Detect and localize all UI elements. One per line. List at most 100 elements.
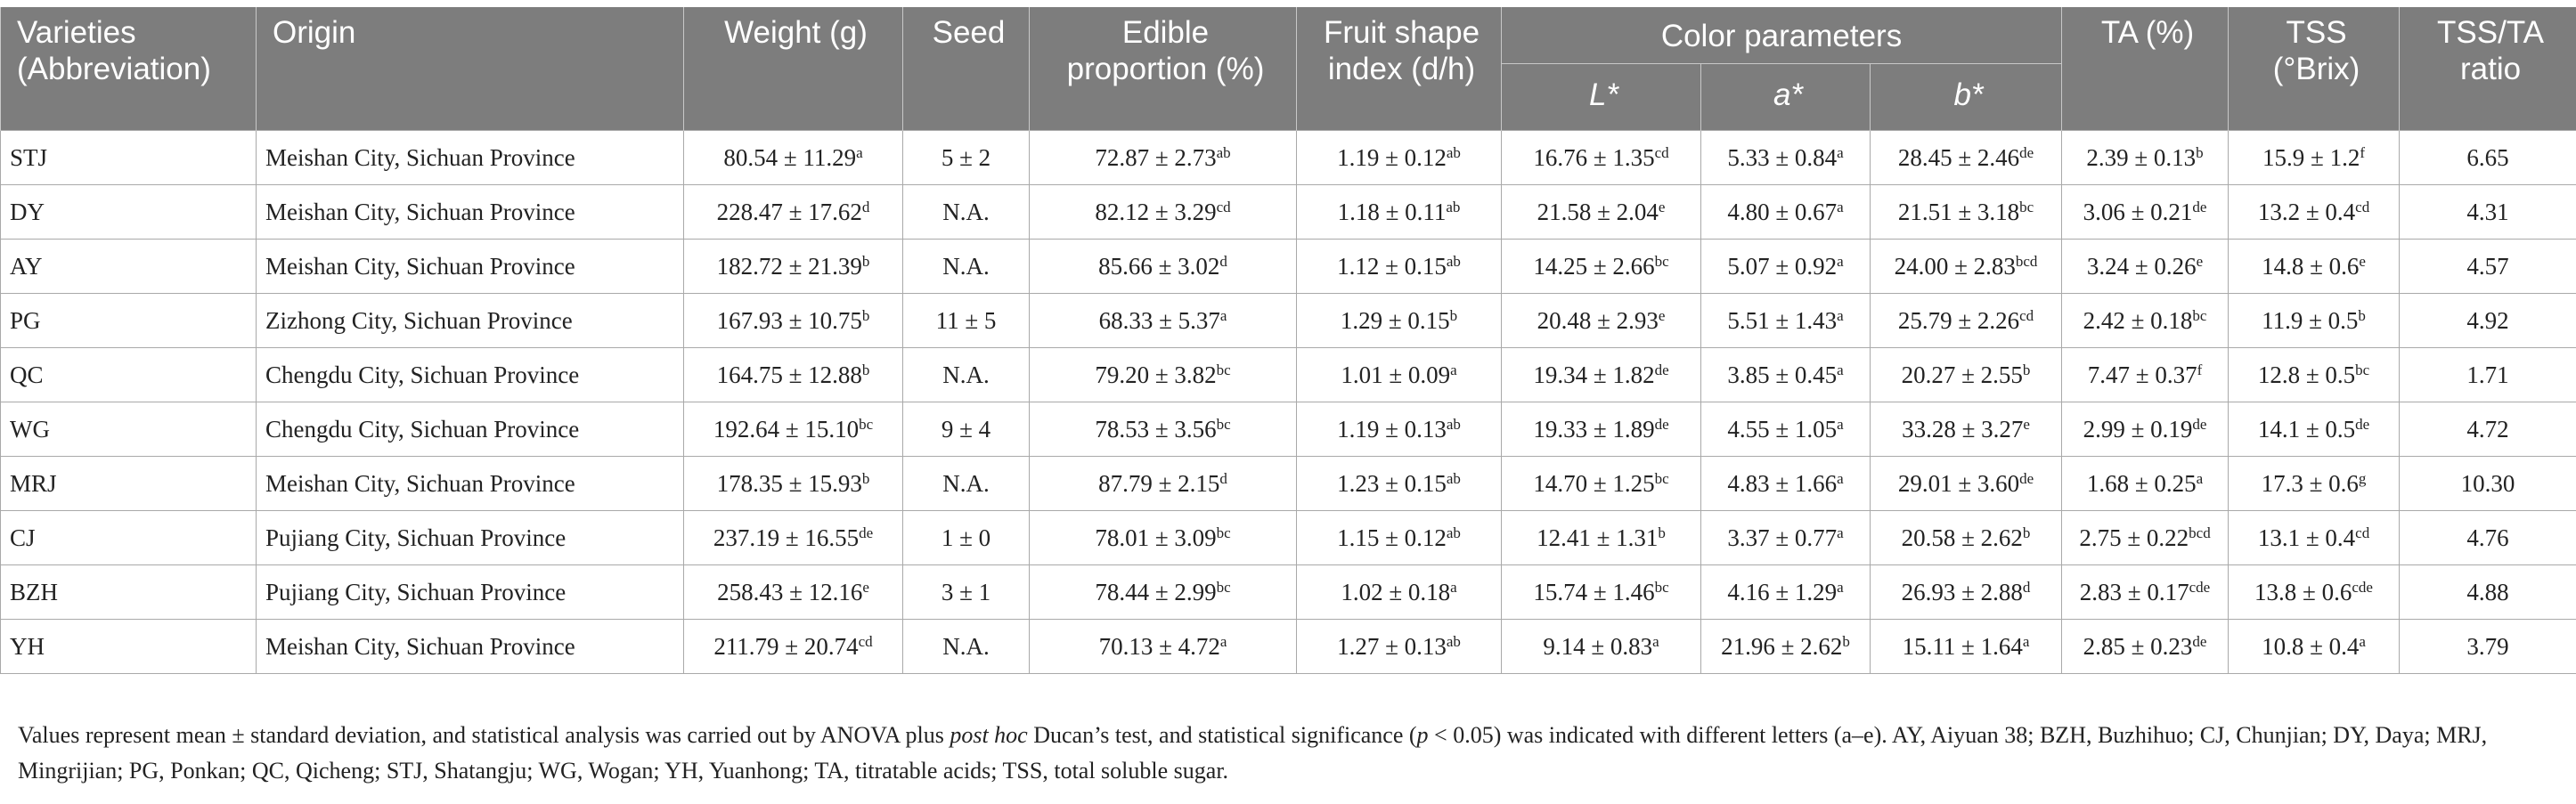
cell-ta: 2.42 ± 0.18bc [2061, 293, 2230, 348]
cell-ta-significance-letter: cde [2189, 578, 2211, 596]
header-edible-proportion: Edible proportion (%) [1029, 7, 1297, 131]
cell-ta-value: 7.47 ± 0.37 [2087, 361, 2197, 388]
cell-origin: Meishan City, Sichuan Province [256, 619, 684, 674]
cell-origin-value: Meishan City, Sichuan Province [265, 252, 575, 280]
cell-ta-value: 2.39 ± 0.13 [2086, 143, 2197, 171]
cell-seed-value: 5 ± 2 [941, 143, 991, 171]
header-varieties: Varieties (Abbreviation) [0, 7, 257, 131]
header-edible-line1: Edible [1121, 15, 1210, 50]
cell-color-a-value: 5.07 ± 0.92 [1727, 252, 1838, 280]
cell-seed-value: N.A. [942, 361, 990, 388]
cell-fruit-shape-index-value: 1.15 ± 0.12 [1337, 524, 1447, 551]
footnote-italic-post-hoc: post hoc [950, 722, 1028, 748]
cell-tss-value: 15.9 ± 1.2 [2262, 143, 2360, 171]
cell-ta: 1.68 ± 0.25a [2061, 456, 2230, 511]
cell-weight-significance-letter: a [856, 143, 863, 161]
cell-color-a: 3.85 ± 0.45a [1700, 347, 1871, 402]
cell-color-a: 21.96 ± 2.62b [1700, 619, 1871, 674]
cell-seed-value: 1 ± 0 [941, 524, 991, 551]
cell-tss-value: 13.2 ± 0.4 [2257, 198, 2356, 225]
cell-color-b-value: 26.93 ± 2.88 [1901, 578, 2023, 605]
cell-color-b-significance-letter: a [2022, 632, 2030, 650]
cell-tss: 12.8 ± 0.5bc [2228, 347, 2401, 402]
cell-tss-value: 14.1 ± 0.5 [2257, 415, 2356, 443]
table-row: PG Zizhong City, Sichuan Province 167.93 ±… [0, 293, 2576, 348]
cell-fruit-shape-index: 1.19 ± 0.12ab [1296, 130, 1502, 185]
cell-fruit-shape-index-significance-letter: a [1450, 578, 1457, 596]
table-row: DY Meishan City, Sichuan Province 228.47 ±… [0, 184, 2576, 240]
cell-edible-proportion-significance-letter: ab [1216, 143, 1231, 161]
cell-weight-value: 80.54 ± 11.29 [723, 143, 857, 171]
cell-weight: 164.75 ± 12.88b [683, 347, 903, 402]
cell-origin: Meishan City, Sichuan Province [256, 184, 684, 240]
cell-fruit-shape-index-value: 1.29 ± 0.15 [1340, 306, 1450, 334]
cell-tss-value: 11.9 ± 0.5 [2262, 306, 2359, 334]
cell-tss: 13.8 ± 0.6cde [2228, 564, 2401, 620]
cell-variety-value: YH [10, 632, 45, 660]
cell-origin-value: Zizhong City, Sichuan Province [265, 306, 573, 334]
cell-tss: 13.1 ± 0.4cd [2228, 510, 2401, 565]
cell-fruit-shape-index-value: 1.19 ± 0.12 [1337, 143, 1447, 171]
cell-color-a-value: 5.51 ± 1.43 [1727, 306, 1838, 334]
header-varieties-line2: (Abbreviation) [17, 52, 211, 86]
cell-color-b-significance-letter: b [2022, 361, 2031, 378]
table-row: CJ Pujiang City, Sichuan Province 237.19 ±… [0, 510, 2576, 565]
cell-color-a-significance-letter: b [1842, 632, 1850, 650]
cell-fruit-shape-index-significance-letter: ab [1446, 632, 1461, 650]
cell-edible-proportion-significance-letter: d [1219, 252, 1227, 270]
cell-fruit-shape-index-significance-letter: ab [1446, 415, 1461, 433]
cell-color-a: 4.80 ± 0.67a [1700, 184, 1871, 240]
cell-variety: WG [0, 402, 257, 457]
cell-edible-proportion-significance-letter: a [1219, 632, 1227, 650]
cell-edible-proportion-value: 78.01 ± 3.09 [1095, 524, 1217, 551]
cell-color-b-value: 21.51 ± 3.18 [1897, 198, 2020, 225]
cell-color-L-value: 19.33 ± 1.89 [1533, 415, 1655, 443]
cell-color-b: 24.00 ± 2.83bcd [1869, 239, 2063, 294]
cell-seed: N.A. [902, 184, 1030, 240]
cell-origin-value: Pujiang City, Sichuan Province [265, 578, 567, 605]
cell-ta-value: 3.06 ± 0.21 [2083, 198, 2193, 225]
cell-ta-significance-letter: b [2196, 143, 2204, 161]
cell-variety: YH [0, 619, 257, 674]
cell-ta: 3.06 ± 0.21de [2061, 184, 2230, 240]
cell-tss-significance-letter: b [2358, 306, 2366, 324]
cell-variety-value: STJ [10, 143, 48, 171]
header-color-parameters: Color parameters [1500, 7, 2063, 64]
cell-weight-value: 164.75 ± 12.88 [716, 361, 862, 388]
cell-color-L-value: 20.48 ± 2.93 [1537, 306, 1659, 334]
cell-origin: Zizhong City, Sichuan Province [256, 293, 684, 348]
cell-ta-value: 2.99 ± 0.19 [2083, 415, 2193, 443]
cell-weight: 167.93 ± 10.75b [683, 293, 903, 348]
cell-tss: 13.2 ± 0.4cd [2228, 184, 2401, 240]
cell-weight: 237.19 ± 16.55de [683, 510, 903, 565]
cell-tss: 10.8 ± 0.4a [2228, 619, 2401, 674]
cell-ta-value: 3.24 ± 0.26 [2086, 252, 2197, 280]
header-shape-line2: index (d/h) [1327, 52, 1476, 86]
cell-tss-value: 13.8 ± 0.6 [2254, 578, 2352, 605]
cell-seed: N.A. [902, 347, 1030, 402]
cell-weight: 182.72 ± 21.39b [683, 239, 903, 294]
cell-seed: N.A. [902, 619, 1030, 674]
cell-weight-value: 182.72 ± 21.39 [716, 252, 862, 280]
cell-ta-value: 1.68 ± 0.25 [2086, 469, 2197, 497]
cell-origin-value: Chengdu City, Sichuan Province [265, 415, 580, 443]
cell-variety-value: AY [10, 252, 43, 280]
header-a: a* [1700, 63, 1871, 131]
cell-weight: 178.35 ± 15.93b [683, 456, 903, 511]
cell-origin-value: Meishan City, Sichuan Province [265, 143, 575, 171]
cell-tss-ta-ratio: 4.57 [2399, 239, 2576, 294]
table-row: YH Meishan City, Sichuan Province 211.79 ±… [0, 619, 2576, 674]
cell-tss-significance-letter: e [2359, 252, 2366, 270]
header-edible-line2: proportion (%) [1066, 52, 1265, 86]
cell-ta-significance-letter: de [2192, 198, 2207, 215]
cell-color-L-significance-letter: de [1654, 361, 1669, 378]
cell-color-L-significance-letter: a [1652, 632, 1659, 650]
footnote-part3: < 0.05) was indicated with different let… [18, 722, 2488, 784]
cell-edible-proportion-significance-letter: bc [1216, 524, 1231, 541]
cell-tss-significance-letter: f [2360, 143, 2366, 161]
cell-origin-value: Pujiang City, Sichuan Province [265, 524, 567, 551]
cell-tss-ta-ratio: 4.31 [2399, 184, 2576, 240]
cell-origin: Meishan City, Sichuan Province [256, 456, 684, 511]
cell-origin-value: Chengdu City, Sichuan Province [265, 361, 580, 388]
cell-edible-proportion: 70.13 ± 4.72a [1029, 619, 1297, 674]
